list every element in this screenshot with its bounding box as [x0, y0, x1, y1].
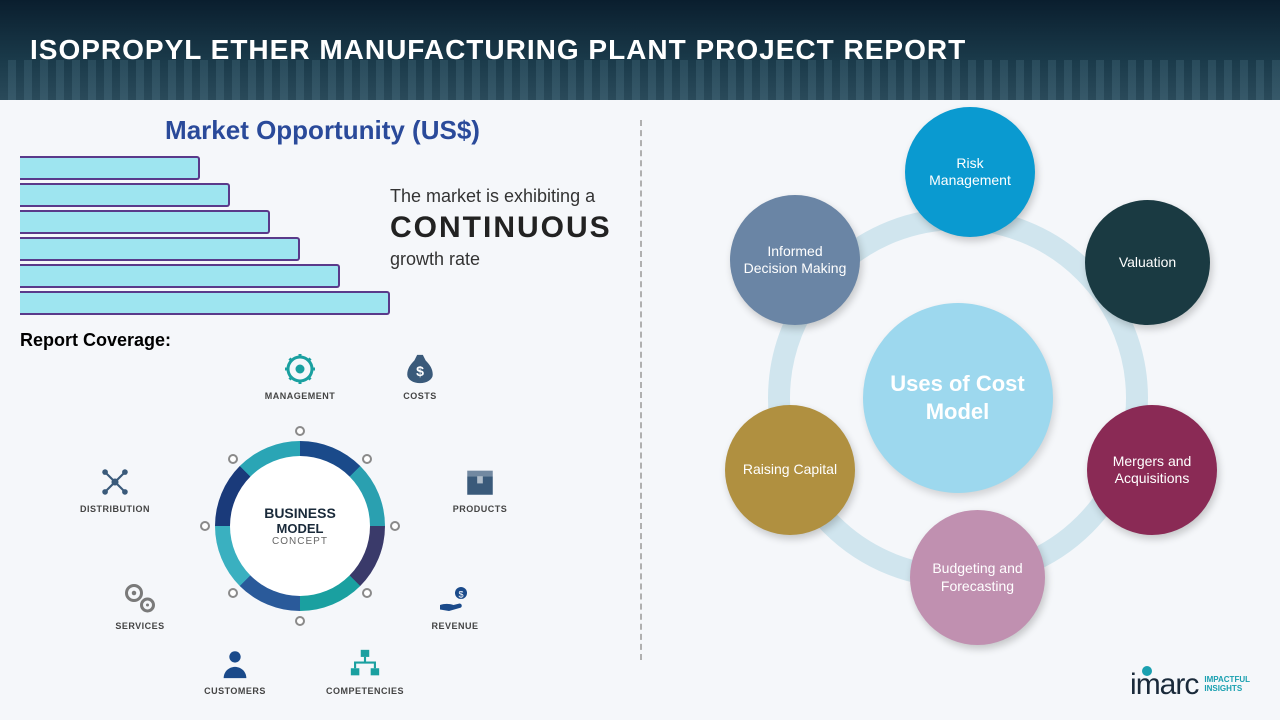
- ring-dot: [228, 454, 238, 464]
- market-text-block: The market is exhibiting a CONTINUOUS gr…: [390, 186, 640, 270]
- network-icon: [97, 464, 133, 500]
- bar-segment: [20, 264, 340, 288]
- biz-node-label: REVENUE: [431, 621, 478, 631]
- biz-node-revenue: $ REVENUE: [410, 581, 500, 631]
- market-text-line1: The market is exhibiting a: [390, 186, 640, 207]
- gears-icon: [122, 581, 158, 617]
- biz-node-services: SERVICES: [95, 581, 185, 631]
- market-title: Market Opportunity (US$): [20, 115, 625, 146]
- ring-dot: [200, 521, 210, 531]
- box-icon: [462, 464, 498, 500]
- biz-node-label: MANAGEMENT: [265, 391, 336, 401]
- biz-node-costs: $ COSTS: [375, 351, 465, 401]
- cost-node-raising-capital: Raising Capital: [725, 405, 855, 535]
- ring-dot: [228, 588, 238, 598]
- page-title: ISOPROPYL ETHER MANUFACTURING PLANT PROJ…: [30, 34, 966, 66]
- ring-dot: [295, 426, 305, 436]
- biz-node-label: DISTRIBUTION: [80, 504, 150, 514]
- svg-text:$: $: [458, 590, 463, 600]
- biz-node-label: COSTS: [403, 391, 437, 401]
- brand-logo: imarc IMPACTFUL INSIGHTS: [1130, 668, 1250, 702]
- business-model-center: BUSINESS MODEL CONCEPT: [230, 456, 370, 596]
- biz-center-line1: BUSINESS: [264, 505, 336, 521]
- business-model-diagram: BUSINESS MODEL CONCEPT MANAGEMENT $ COSTS P…: [40, 356, 560, 696]
- biz-node-label: CUSTOMERS: [204, 686, 266, 696]
- ring-dot: [390, 521, 400, 531]
- logo-tagline: IMPACTFUL INSIGHTS: [1204, 676, 1250, 694]
- bar-segment: [20, 237, 300, 261]
- bar-segment: [20, 210, 270, 234]
- bar-segment: [20, 183, 230, 207]
- biz-node-management: MANAGEMENT: [255, 351, 345, 401]
- biz-node-label: PRODUCTS: [453, 504, 508, 514]
- ring-dot: [362, 588, 372, 598]
- biz-node-customers: CUSTOMERS: [190, 646, 280, 696]
- biz-node-label: COMPETENCIES: [326, 686, 404, 696]
- logo-brand: imarc: [1130, 668, 1198, 701]
- biz-node-label: SERVICES: [115, 621, 164, 631]
- org-chart-icon: [347, 646, 383, 682]
- cost-node-budgeting-and-forecasting: Budgeting and Forecasting: [910, 510, 1045, 645]
- vertical-divider: [640, 120, 642, 660]
- cost-node-risk-management: Risk Management: [905, 107, 1035, 237]
- biz-center-line2: MODEL: [277, 521, 324, 536]
- cost-model-diagram: Uses of Cost Model Risk ManagementValuat…: [655, 115, 1260, 705]
- header-banner: ISOPROPYL ETHER MANUFACTURING PLANT PROJ…: [0, 0, 1280, 100]
- bar-segment: [20, 156, 200, 180]
- content-area: Market Opportunity (US$) The market is e…: [0, 100, 1280, 720]
- biz-center-line3: CONCEPT: [272, 536, 328, 547]
- bar-segment: [20, 291, 390, 315]
- market-text-line3: growth rate: [390, 249, 640, 270]
- logo-dot-icon: [1142, 666, 1152, 676]
- ring-dot: [295, 616, 305, 626]
- coverage-label: Report Coverage:: [20, 330, 625, 351]
- cost-center-text: Uses of Cost Model: [863, 370, 1053, 427]
- cost-node-mergers-and-acquisitions: Mergers and Acquisitions: [1087, 405, 1217, 535]
- cost-node-valuation: Valuation: [1085, 200, 1210, 325]
- biz-node-products: PRODUCTS: [435, 464, 525, 514]
- money-bag-icon: $: [402, 351, 438, 387]
- ring-dot: [362, 454, 372, 464]
- gear-bulb-icon: [282, 351, 318, 387]
- left-panel: Market Opportunity (US$) The market is e…: [20, 115, 635, 705]
- right-panel: Uses of Cost Model Risk ManagementValuat…: [655, 115, 1260, 705]
- cost-model-center: Uses of Cost Model: [863, 303, 1053, 493]
- person-icon: [217, 646, 253, 682]
- biz-node-competencies: COMPETENCIES: [320, 646, 410, 696]
- market-text-emphasis: CONTINUOUS: [390, 211, 640, 245]
- biz-node-distribution: DISTRIBUTION: [70, 464, 160, 514]
- svg-text:$: $: [416, 364, 424, 380]
- cost-node-informed-decision-making: Informed Decision Making: [730, 195, 860, 325]
- hand-coin-icon: $: [437, 581, 473, 617]
